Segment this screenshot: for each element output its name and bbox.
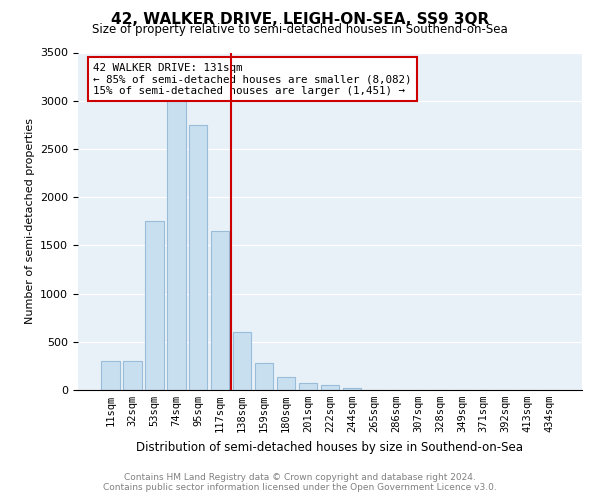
Y-axis label: Number of semi-detached properties: Number of semi-detached properties — [25, 118, 35, 324]
Bar — [343, 388, 361, 390]
Bar — [145, 221, 164, 390]
Bar — [167, 100, 185, 390]
Bar — [123, 361, 142, 390]
Bar — [211, 231, 229, 390]
Bar — [233, 332, 251, 390]
Bar — [255, 364, 274, 390]
Bar — [101, 361, 119, 390]
Bar — [299, 383, 317, 390]
Text: Size of property relative to semi-detached houses in Southend-on-Sea: Size of property relative to semi-detach… — [92, 22, 508, 36]
Bar — [277, 378, 295, 390]
Bar — [189, 125, 208, 390]
X-axis label: Distribution of semi-detached houses by size in Southend-on-Sea: Distribution of semi-detached houses by … — [137, 440, 523, 454]
Text: 42 WALKER DRIVE: 131sqm
← 85% of semi-detached houses are smaller (8,082)
15% of: 42 WALKER DRIVE: 131sqm ← 85% of semi-de… — [93, 62, 412, 96]
Bar — [320, 385, 340, 390]
Text: 42, WALKER DRIVE, LEIGH-ON-SEA, SS9 3QR: 42, WALKER DRIVE, LEIGH-ON-SEA, SS9 3QR — [111, 12, 489, 28]
Text: Contains HM Land Registry data © Crown copyright and database right 2024.
Contai: Contains HM Land Registry data © Crown c… — [103, 473, 497, 492]
